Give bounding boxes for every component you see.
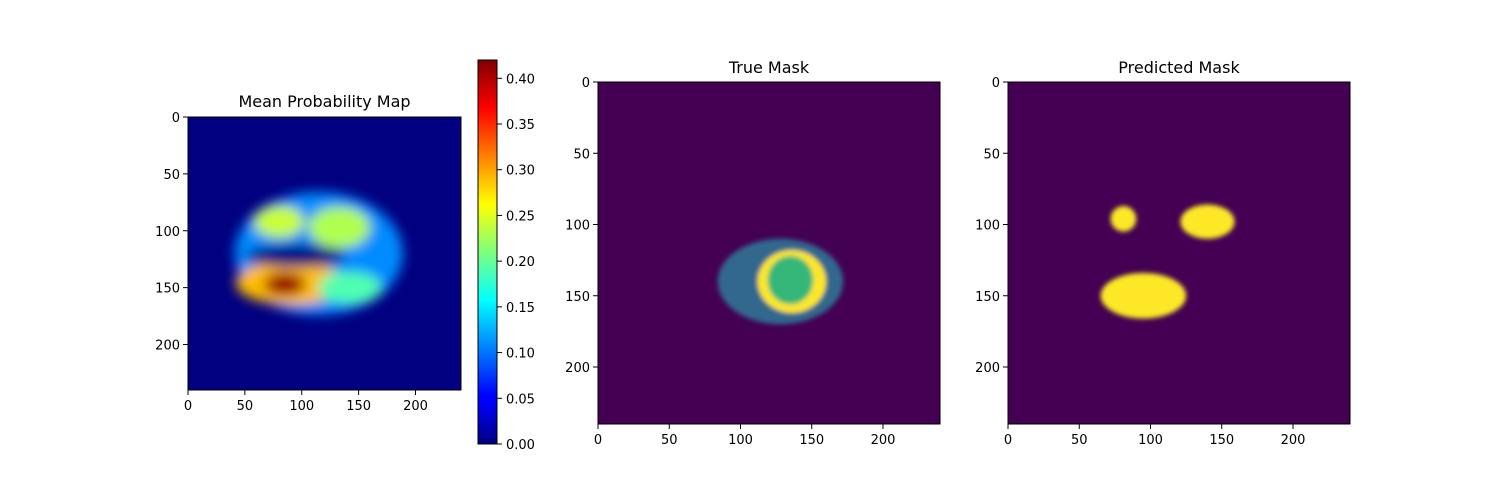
panel-true-mask: True Mask 0 50 100 150 200 0 50 100 150 200	[565, 58, 941, 448]
heat-region	[1180, 204, 1235, 239]
panel-title: True Mask	[728, 58, 810, 77]
x-tick-label: 50	[1071, 433, 1088, 448]
colorbar-gradient	[477, 59, 498, 445]
heat-region	[1100, 272, 1187, 319]
y-tick-label: 150	[975, 290, 1000, 305]
y-tick-label: 200	[155, 339, 180, 354]
x-tick-label: 100	[728, 433, 753, 448]
heat-region	[264, 272, 306, 296]
y-tick-label: 100	[975, 219, 1000, 234]
y-tick-label: 100	[155, 225, 180, 240]
colorbar-tick-label: 0.20	[506, 255, 535, 270]
colorbar-tick-label: 0.10	[506, 347, 535, 362]
y-tick-label: 0	[172, 111, 180, 126]
heat-region	[1110, 205, 1137, 232]
colorbar-tick-label: 0.05	[506, 392, 535, 407]
x-tick-label: 0	[184, 399, 192, 414]
x-tick-label: 100	[1138, 433, 1163, 448]
panel-predicted-mask: Predicted Mask 0 50 100 150 200 0 50 100 150 200	[975, 58, 1351, 448]
x-tick-label: 200	[871, 433, 896, 448]
x-tick-label: 50	[661, 433, 678, 448]
x-ticks: 0 50 100 150 200	[1004, 424, 1306, 448]
y-tick-label: 150	[155, 282, 180, 297]
panel-title: Mean Probability Map	[238, 92, 410, 111]
panel-title: Predicted Mask	[1118, 58, 1240, 77]
heat-region	[308, 206, 370, 248]
y-tick-label: 200	[565, 361, 590, 376]
heat-region	[246, 244, 347, 268]
x-tick-label: 50	[237, 399, 254, 414]
x-tick-label: 0	[1004, 433, 1012, 448]
colorbar-tick-label: 0.30	[506, 164, 535, 179]
axes-frame	[597, 81, 941, 425]
y-tick-label: 100	[565, 219, 590, 234]
axes-frame	[1007, 81, 1351, 425]
mask-background	[1008, 82, 1350, 424]
y-tick-label: 200	[975, 361, 1000, 376]
y-tick-label: 50	[983, 147, 1000, 162]
x-tick-label: 200	[1281, 433, 1306, 448]
colorbar-tick-label: 0.25	[506, 209, 535, 224]
x-tick-label: 200	[403, 399, 428, 414]
y-ticks: 0 50 100 150 200	[975, 76, 1008, 376]
colorbar-tick-label: 0.00	[506, 438, 535, 453]
heat-region	[317, 271, 382, 304]
y-ticks: 0 50 100 150 200	[155, 111, 188, 354]
x-tick-label: 0	[594, 433, 602, 448]
x-ticks: 0 50 100 150 200	[594, 424, 896, 448]
y-tick-label: 50	[163, 168, 180, 183]
y-tick-label: 0	[992, 76, 1000, 91]
colorbar-ticks: 0.00 0.05 0.10 0.15 0.20 0.25 0.30 0.35 0.40	[497, 72, 535, 453]
y-tick-label: 50	[573, 147, 590, 162]
colorbar: 0.00 0.05 0.10 0.15 0.20 0.25 0.30 0.35 0.40	[477, 59, 535, 453]
x-tick-label: 150	[799, 433, 824, 448]
y-ticks: 0 50 100 150 200	[565, 76, 598, 376]
y-tick-label: 150	[565, 290, 590, 305]
colorbar-tick-label: 0.35	[506, 118, 535, 133]
x-ticks: 0 50 100 150 200	[184, 390, 428, 414]
x-tick-label: 150	[1209, 433, 1234, 448]
colorbar-tick-label: 0.40	[506, 72, 535, 87]
x-tick-label: 150	[346, 399, 371, 414]
panel-mean-probability-map: Mean Probability Map 0 50 100 150 200 0 50 100…	[155, 92, 462, 414]
colorbar-tick-label: 0.15	[506, 301, 535, 316]
x-tick-label: 100	[289, 399, 314, 414]
y-tick-label: 0	[582, 76, 590, 91]
heat-region	[253, 205, 305, 238]
heat-region	[767, 255, 814, 305]
axes-frame	[187, 116, 462, 391]
